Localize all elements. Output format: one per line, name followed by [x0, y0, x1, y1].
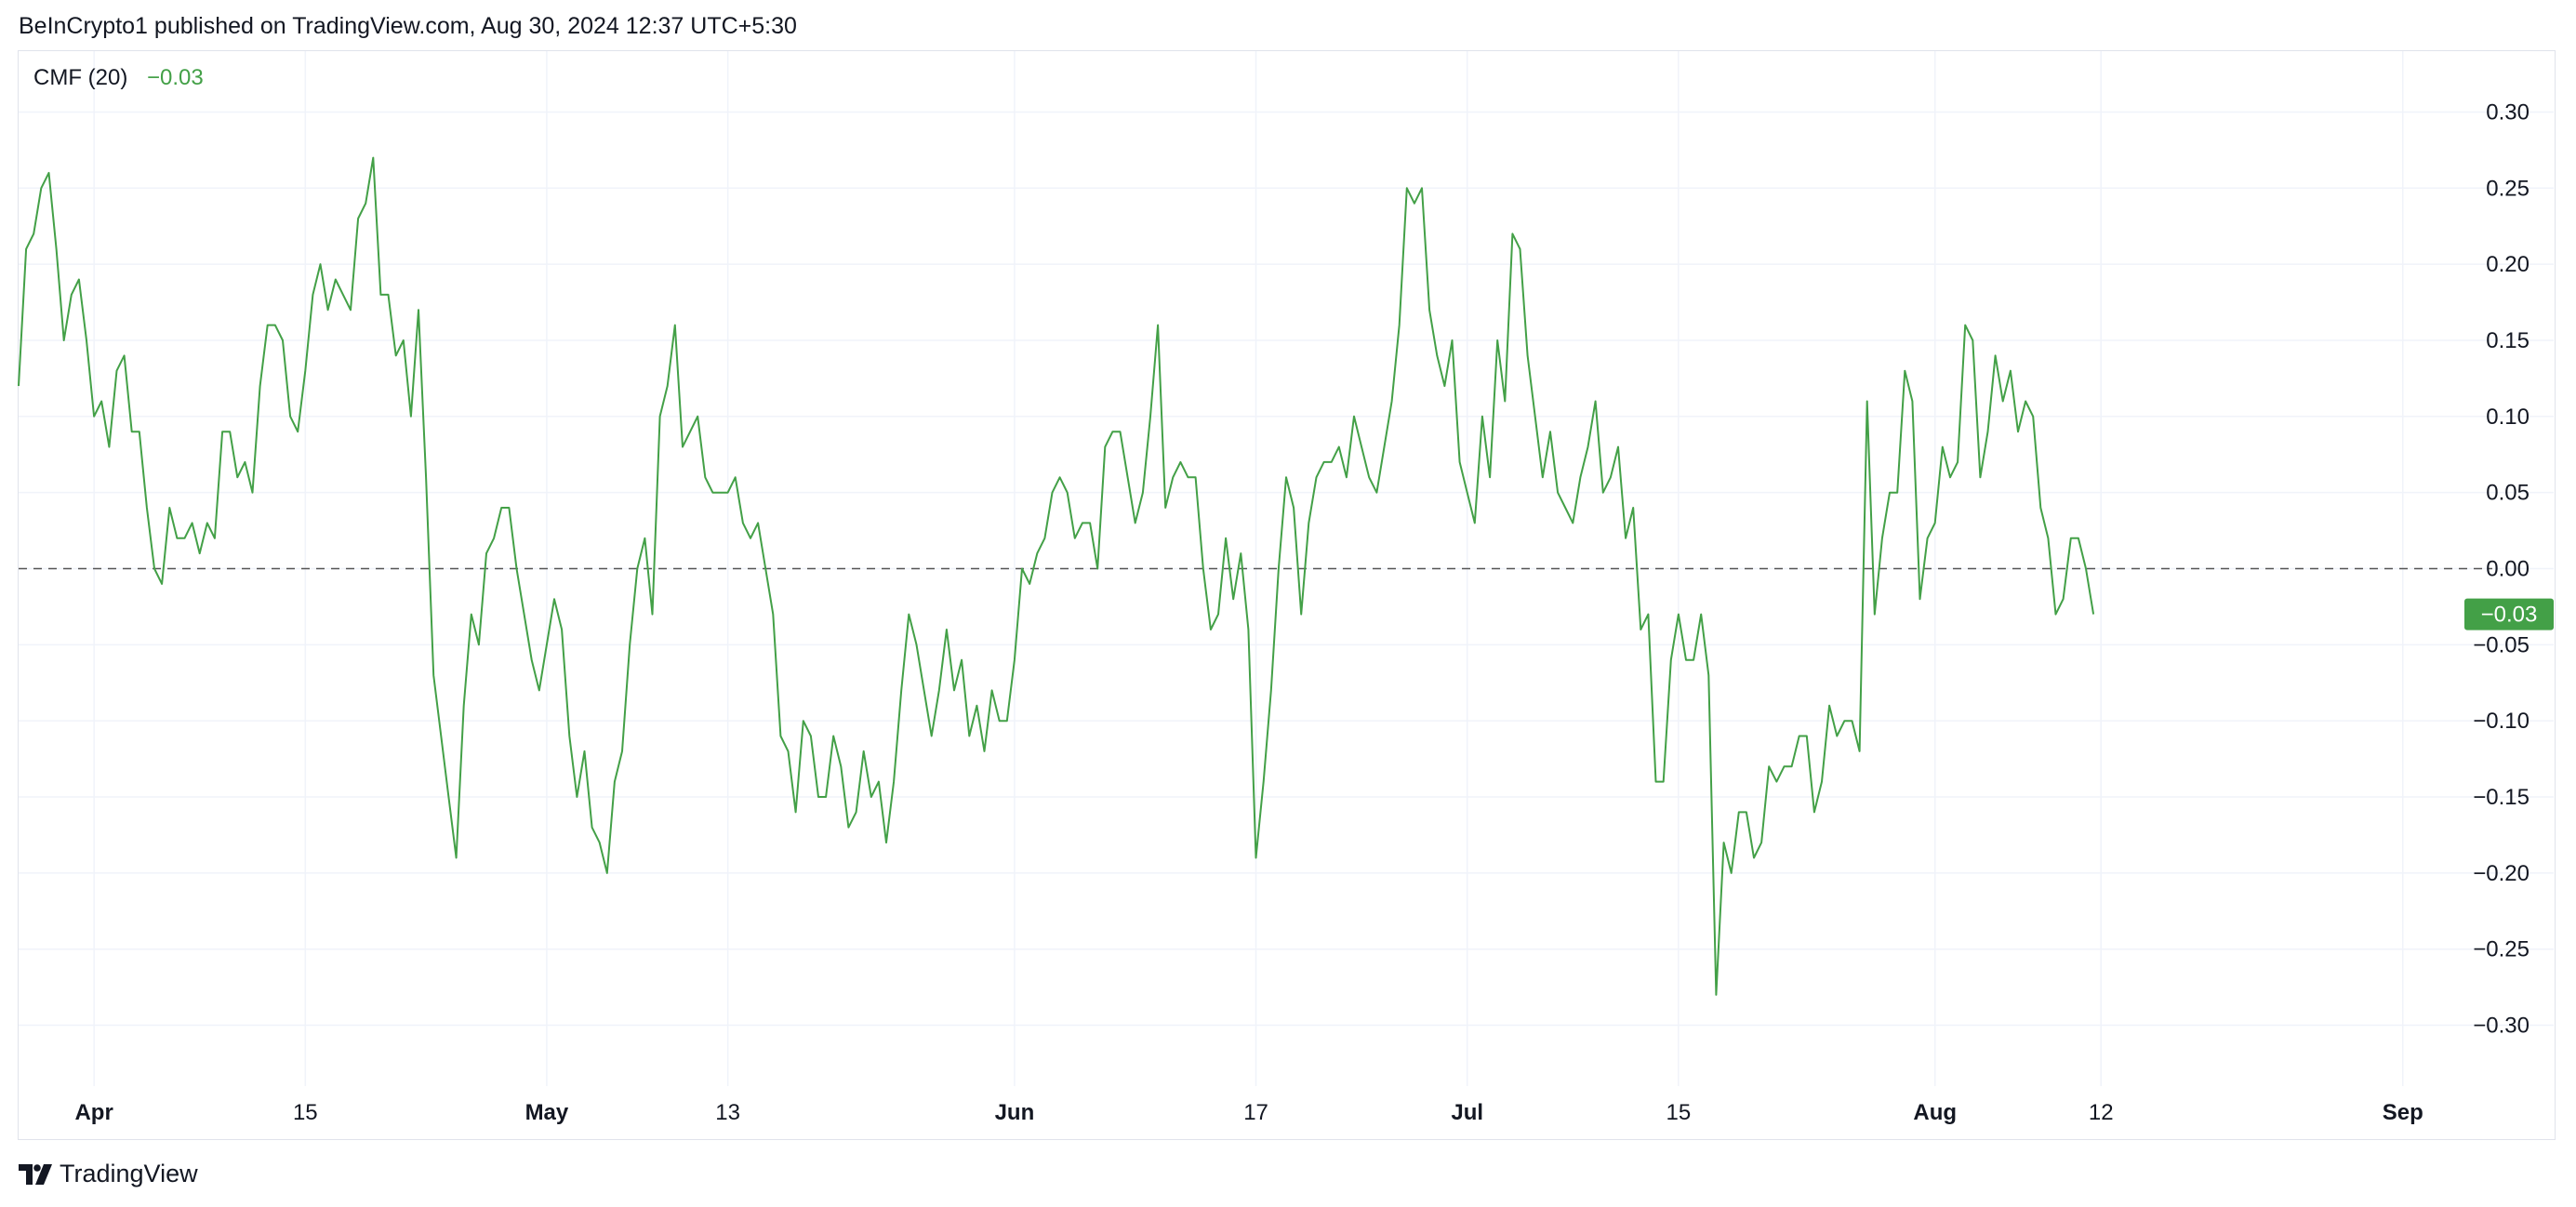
chart-frame: [18, 50, 2556, 1140]
cmf-series-line: [18, 156, 2095, 996]
y-tick-label: 0.20: [2486, 252, 2530, 277]
y-tick-label: 0.30: [2486, 99, 2530, 125]
x-tick-label: Sep: [2383, 1100, 2423, 1125]
x-tick-label: May: [525, 1100, 569, 1125]
last-value-badge: [2464, 598, 2554, 630]
y-tick-label: −0.15: [2473, 785, 2530, 810]
x-tick-label: 12: [2089, 1100, 2114, 1125]
y-tick-label: 0.25: [2486, 176, 2530, 201]
x-tick-label: Jun: [995, 1100, 1035, 1125]
tradingview-brand: TradingView: [60, 1160, 198, 1187]
x-tick-label: 17: [1243, 1100, 1268, 1125]
indicator-name: CMF (20): [33, 65, 128, 90]
x-tick-label: 15: [1666, 1100, 1692, 1125]
y-tick-label: −0.20: [2473, 861, 2530, 886]
tradingview-logo-icon: [19, 1163, 52, 1185]
last-value-label: −0.03: [2481, 603, 2538, 628]
indicator-value: −0.03: [147, 65, 204, 90]
y-tick-label: −0.05: [2473, 632, 2530, 657]
x-tick-label: 13: [715, 1100, 740, 1125]
y-tick-label: −0.30: [2473, 1014, 2530, 1039]
y-tick-label: 0.00: [2486, 557, 2530, 582]
x-tick-label: 15: [293, 1100, 318, 1125]
indicator-legend[interactable]: CMF (20) −0.03: [33, 65, 204, 91]
y-tick-label: 0.05: [2486, 481, 2530, 506]
footer: TradingView: [19, 1160, 198, 1188]
y-tick-label: 0.15: [2486, 328, 2530, 353]
y-tick-label: −0.10: [2473, 709, 2530, 734]
x-tick-label: Jul: [1451, 1100, 1483, 1125]
y-tick-label: −0.25: [2473, 937, 2530, 962]
x-tick-label: Aug: [1913, 1100, 1957, 1125]
x-tick-label: Apr: [74, 1100, 113, 1125]
publisher-caption: BeInCrypto1 published on TradingView.com…: [19, 13, 797, 39]
y-tick-label: 0.10: [2486, 405, 2530, 430]
